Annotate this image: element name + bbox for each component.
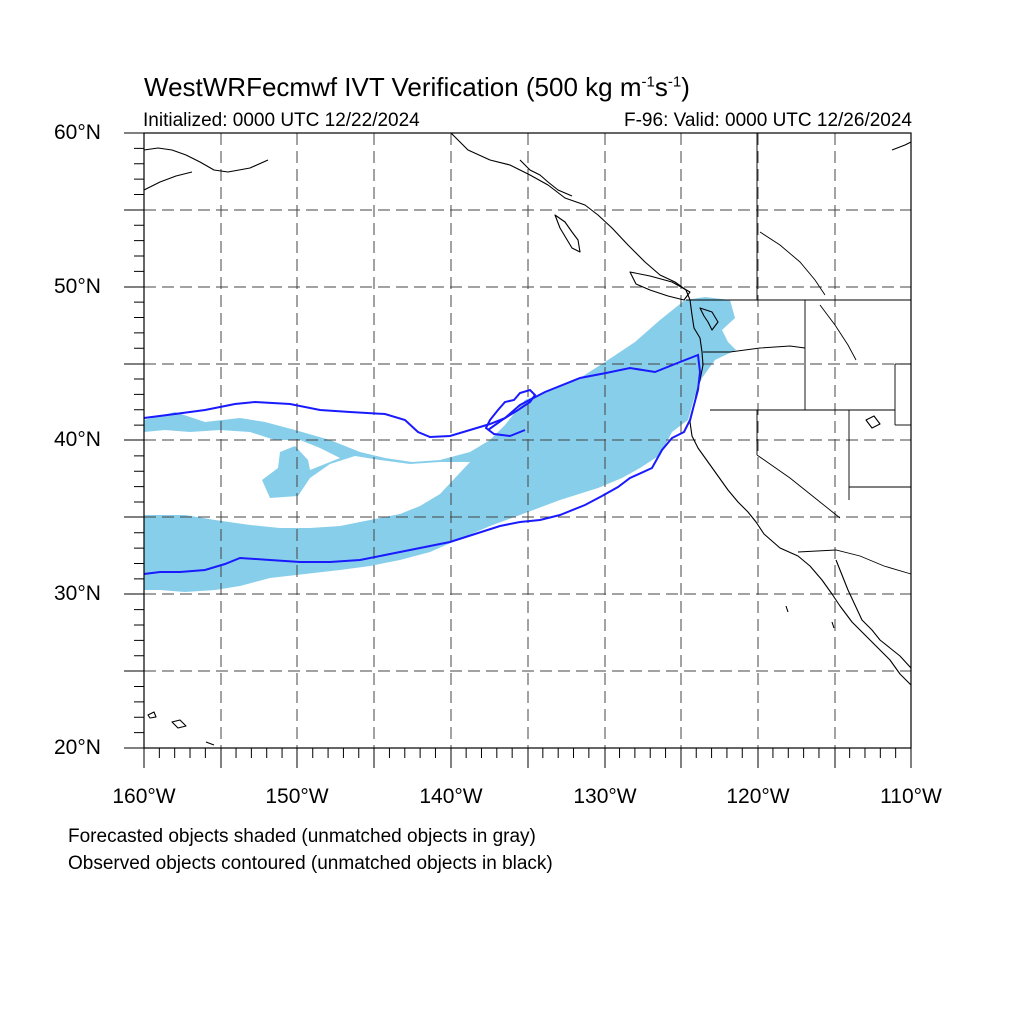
coastlines [143,132,912,746]
observed-ivt-contour-loop [484,388,537,438]
observed-ivt-contour [143,353,702,575]
minor-ticks [134,147,897,758]
lon-label-110w: 110°W [880,785,942,808]
lon-label-140w: 140°W [419,785,483,808]
forecast-ivt-object [144,297,736,592]
note-forecast: Forecasted objects shaded (unmatched obj… [68,826,536,847]
lat-label-30n: 30°N [54,582,101,605]
axis-ticks [124,132,912,768]
chart-title: WestWRFecmwf IVT Verification (500 kg m-… [144,72,690,102]
valid-time: F-96: Valid: 0000 UTC 12/26/2024 [624,110,912,131]
lat-label-40n: 40°N [54,428,101,451]
lon-label-160w: 160°W [112,785,176,808]
initialized-time: Initialized: 0000 UTC 12/22/2024 [143,110,420,131]
lon-label-130w: 130°W [573,785,637,808]
lon-label-150w: 150°W [265,785,329,808]
lat-label-60n: 60°N [54,121,101,144]
graticule [144,133,911,748]
lat-label-20n: 20°N [54,736,101,759]
political-boundaries [686,133,912,575]
lon-label-120w: 120°W [726,785,790,808]
lat-label-50n: 50°N [54,275,101,298]
note-observed: Observed objects contoured (unmatched ob… [68,853,553,874]
